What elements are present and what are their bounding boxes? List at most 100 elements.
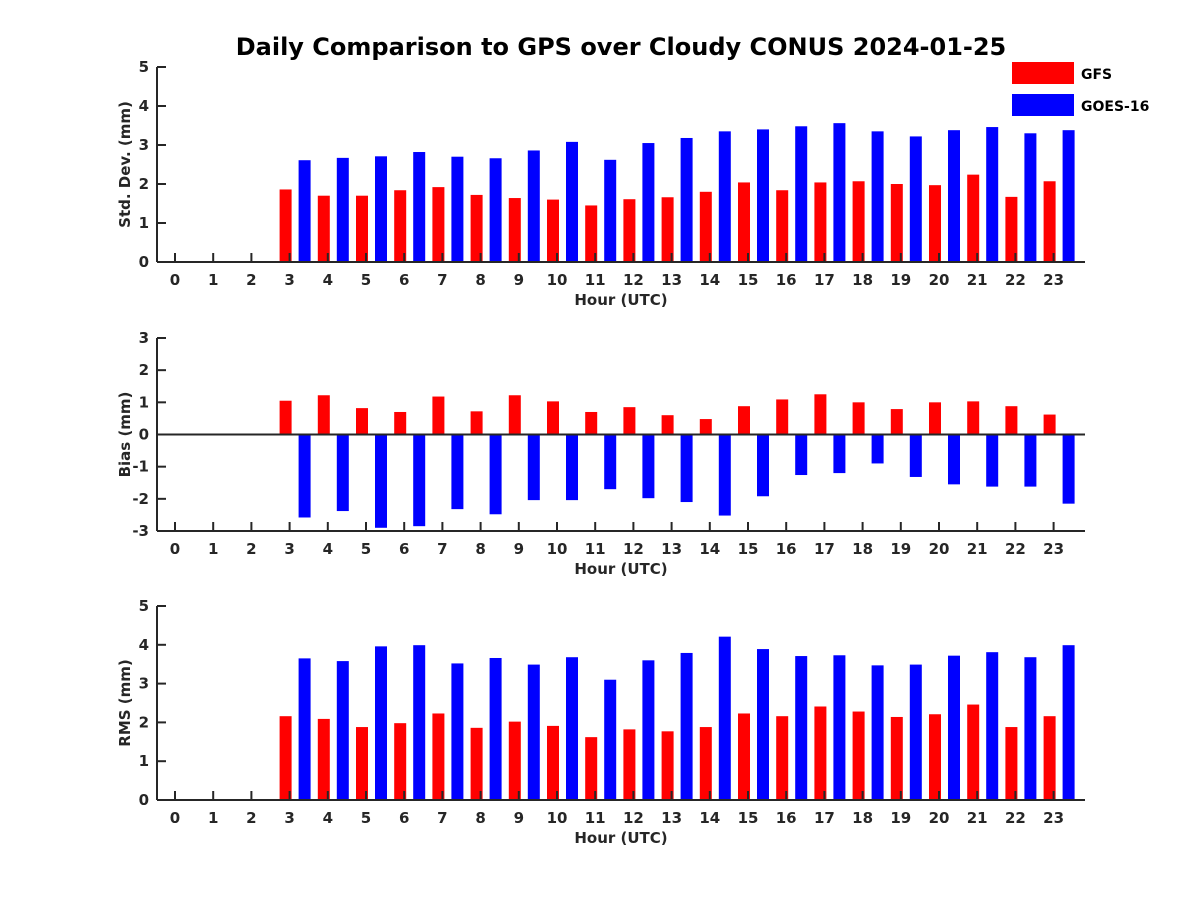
bar-gfs-hour-3 — [279, 400, 292, 435]
x-tick-label: 15 — [738, 540, 759, 558]
bar-gfs-hour-20 — [929, 185, 941, 262]
bar-gfs-hour-19 — [890, 184, 903, 262]
bar-goes16-hour-21 — [986, 127, 999, 262]
bar-goes16-hour-3 — [298, 658, 311, 800]
bar-goes16-hour-10 — [566, 657, 578, 800]
bar-gfs-hour-23 — [1043, 414, 1056, 435]
x-tick-label: 23 — [1043, 809, 1064, 827]
y-tick-label: 2 — [139, 713, 149, 731]
x-tick-label: 20 — [929, 809, 950, 827]
x-tick-label: 11 — [585, 809, 606, 827]
x-tick-label: 5 — [361, 271, 371, 289]
x-tick-label: 16 — [776, 540, 797, 558]
bar-goes16-hour-3 — [298, 434, 311, 518]
bar-gfs-hour-16 — [776, 190, 789, 262]
bar-gfs-hour-6 — [394, 190, 407, 262]
x-tick-label: 4 — [323, 271, 333, 289]
bar-goes16-hour-15 — [757, 434, 769, 497]
bar-gfs-hour-10 — [547, 199, 559, 262]
bar-goes16-hour-10 — [566, 434, 578, 501]
x-tick-label: 21 — [967, 809, 988, 827]
legend: GFS GOES-16 — [1012, 62, 1149, 116]
x-tick-label: 2 — [246, 809, 256, 827]
x-tick-label: 6 — [399, 271, 409, 289]
y-axis-label: RMS (mm) — [116, 659, 134, 746]
x-tick-label: 5 — [361, 809, 371, 827]
bar-gfs-hour-9 — [508, 198, 521, 262]
bar-gfs-hour-12 — [623, 407, 636, 435]
legend-label-goes16: GOES-16 — [1081, 99, 1149, 115]
x-axis-label: Hour (UTC) — [574, 829, 667, 847]
x-tick-label: 12 — [623, 540, 644, 558]
x-tick-label: 7 — [437, 809, 447, 827]
bar-gfs-hour-4 — [317, 395, 330, 435]
bar-gfs-hour-23 — [1043, 716, 1056, 800]
x-tick-label: 11 — [585, 540, 606, 558]
bar-goes16-hour-20 — [948, 130, 960, 262]
bar-goes16-hour-12 — [642, 143, 655, 262]
x-tick-label: 3 — [284, 271, 294, 289]
bar-goes16-hour-13 — [680, 137, 693, 262]
y-axis-label: Std. Dev. (mm) — [116, 101, 134, 228]
bar-goes16-hour-12 — [642, 660, 655, 800]
x-tick-label: 2 — [246, 540, 256, 558]
bar-goes16-hour-23 — [1062, 434, 1075, 504]
bar-goes16-hour-6 — [413, 434, 426, 527]
x-tick-label: 2 — [246, 271, 256, 289]
x-tick-label: 17 — [814, 540, 835, 558]
x-tick-label: 10 — [547, 271, 568, 289]
x-tick-label: 18 — [852, 540, 873, 558]
bar-gfs-hour-17 — [814, 706, 827, 800]
bar-goes16-hour-4 — [336, 434, 349, 512]
bar-goes16-hour-7 — [451, 663, 464, 800]
bar-gfs-hour-12 — [623, 199, 636, 262]
x-tick-label: 12 — [623, 809, 644, 827]
bar-gfs-hour-5 — [356, 727, 368, 800]
bar-gfs-hour-4 — [317, 718, 330, 800]
x-tick-label: 20 — [929, 540, 950, 558]
bar-goes16-hour-21 — [986, 652, 999, 800]
bar-gfs-hour-13 — [661, 197, 674, 262]
legend-swatch-goes16 — [1012, 94, 1074, 116]
x-tick-label: 23 — [1043, 271, 1064, 289]
x-tick-label: 19 — [890, 809, 911, 827]
bar-goes16-hour-8 — [489, 434, 502, 515]
x-tick-label: 9 — [514, 809, 524, 827]
bar-goes16-hour-8 — [489, 158, 502, 262]
bar-gfs-hour-7 — [432, 396, 445, 435]
bar-gfs-hour-3 — [279, 189, 292, 262]
bar-gfs-hour-15 — [738, 406, 750, 435]
x-tick-label: 3 — [284, 540, 294, 558]
y-tick-label: 0 — [139, 426, 149, 444]
x-tick-label: 14 — [699, 809, 720, 827]
x-tick-label: 18 — [852, 809, 873, 827]
y-tick-label: 4 — [139, 636, 149, 654]
x-tick-label: 13 — [661, 809, 682, 827]
x-tick-label: 3 — [284, 809, 294, 827]
bar-gfs-hour-12 — [623, 729, 636, 800]
x-tick-label: 14 — [699, 271, 720, 289]
x-tick-label: 22 — [1005, 809, 1026, 827]
bar-gfs-hour-5 — [356, 408, 368, 435]
bar-goes16-hour-7 — [451, 434, 464, 510]
bar-goes16-hour-20 — [948, 655, 960, 800]
bar-goes16-hour-9 — [527, 434, 540, 501]
bar-gfs-hour-13 — [661, 415, 674, 435]
bar-goes16-hour-19 — [909, 434, 922, 477]
x-tick-label: 0 — [170, 271, 180, 289]
bar-goes16-hour-19 — [909, 136, 922, 262]
x-tick-label: 11 — [585, 271, 606, 289]
bar-gfs-hour-8 — [470, 194, 483, 262]
y-tick-label: 0 — [139, 253, 149, 271]
bar-goes16-hour-18 — [871, 665, 884, 800]
bar-goes16-hour-10 — [566, 141, 578, 262]
x-tick-label: 1 — [208, 271, 218, 289]
x-tick-label: 15 — [738, 271, 759, 289]
bar-goes16-hour-13 — [680, 652, 693, 800]
bar-gfs-hour-7 — [432, 187, 445, 262]
bar-goes16-hour-16 — [795, 656, 808, 800]
x-tick-label: 18 — [852, 271, 873, 289]
bar-gfs-hour-7 — [432, 713, 445, 800]
